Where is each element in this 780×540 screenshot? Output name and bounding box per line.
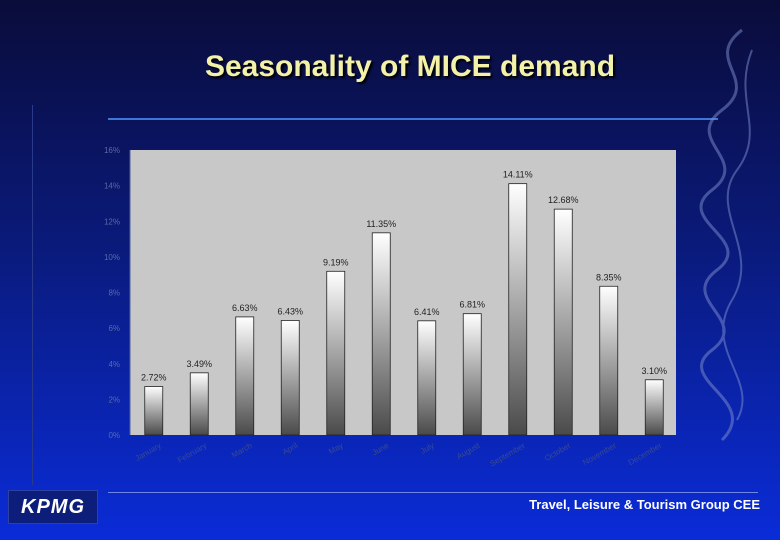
data-label: 14.11% [503,170,533,180]
bar-march [235,316,255,436]
x-tick-label: January [134,441,163,463]
data-label: 11.35% [366,219,396,229]
bar-february [189,372,209,436]
data-label: 6.81% [459,300,485,310]
title-divider [108,118,718,120]
data-label: 12.68% [548,195,579,205]
bar-october [553,208,573,436]
bar-july [417,320,437,436]
x-tick-label: June [371,441,391,458]
x-tick-label: February [176,441,208,465]
x-tick-label: October [543,441,572,463]
y-tick-label: 4% [108,360,120,369]
frame-line [32,105,33,485]
kpmg-logo: KPMG [8,490,98,524]
x-tick-label: November [581,441,618,467]
data-label: 3.49% [186,359,212,369]
data-label: 2.72% [141,373,167,383]
x-tick-label: May [327,441,345,456]
plot-area [130,150,676,435]
bar-november [599,285,619,436]
x-tick-label: September [488,441,527,469]
bar-june [371,232,391,436]
y-tick-label: 14% [104,182,120,191]
bar-august [462,313,482,436]
data-label: 9.19% [323,257,349,267]
y-tick-label: 12% [104,217,120,226]
x-tick-label: December [627,441,664,467]
bar-january [144,386,164,436]
x-tick-label: August [455,441,482,462]
bar-september [508,183,528,436]
footer-divider [108,492,758,493]
y-tick-label: 0% [108,431,120,440]
data-label: 6.63% [232,303,258,313]
footer-text: Travel, Leisure & Tourism Group CEE [529,497,760,512]
y-tick-label: 16% [104,146,120,155]
x-axis: January February March April May June July Augu… [134,441,664,469]
bars [144,183,664,436]
y-tick-label: 2% [108,395,120,404]
y-tick-label: 8% [108,289,120,298]
y-tick-label: 10% [104,253,120,262]
data-label: 6.43% [277,306,303,316]
data-label: 8.35% [596,272,622,282]
y-axis: 0% 2% 4% 6% 8% 10% 12% 14% 16% [104,146,131,440]
data-label: 6.41% [414,307,440,317]
data-labels: 2.72% 3.49% 6.63% 6.43% 9.19% 11.35% 6.41% 6.81… [141,170,667,383]
data-label: 3.10% [641,366,667,376]
x-tick-label: March [230,441,254,460]
x-tick-label: April [281,441,300,457]
y-tick-label: 6% [108,324,120,333]
x-tick-label: July [419,441,436,456]
bar-april [280,320,300,436]
consulting-signature-watermark [699,28,753,442]
bar-december [644,379,664,436]
slide-title: Seasonality of MICE demand [204,50,616,83]
bar-may [326,270,346,436]
